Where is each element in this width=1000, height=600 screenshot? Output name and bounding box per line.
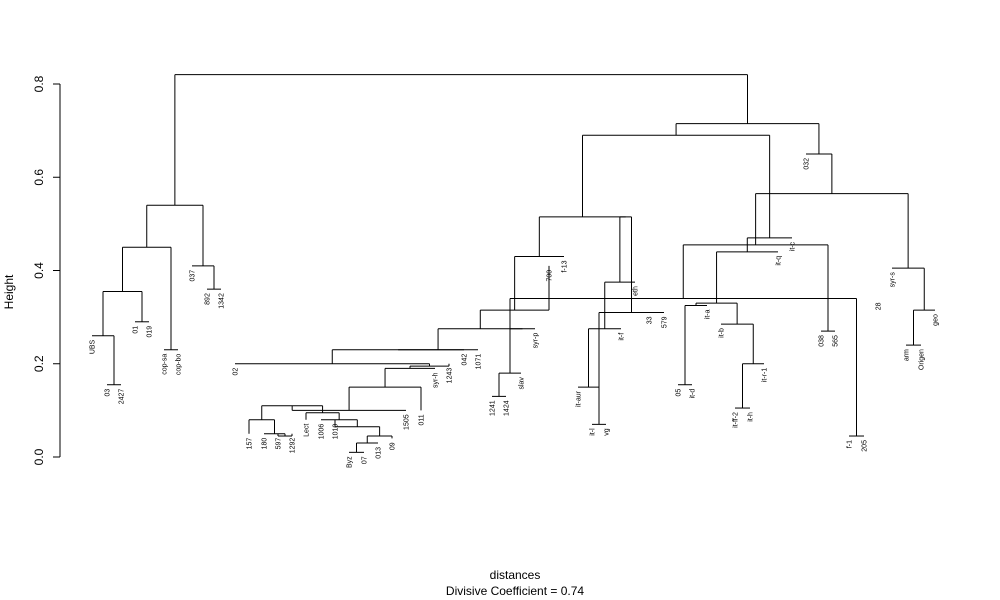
leaf-label: 1505	[404, 414, 411, 430]
leaf-label: 1243	[447, 368, 454, 384]
leaf-label: 019	[147, 326, 154, 338]
y-tick-label: 0.4	[32, 262, 46, 279]
leaf-label: 1006	[319, 424, 326, 440]
leaf-label: it-ff-2	[733, 412, 740, 428]
leaf-label: f-1	[847, 440, 854, 448]
leaf-label: it-h	[748, 412, 755, 422]
y-tick-label: 0.6	[32, 169, 46, 186]
leaf-label: it-f	[619, 333, 626, 341]
leaf-label: eth	[633, 286, 640, 296]
leaf-label: 1424	[504, 400, 511, 416]
leaf-label: 2427	[119, 389, 126, 405]
leaf-label: 02	[233, 368, 240, 376]
y-axis-label: Height	[2, 274, 16, 309]
leaf-label: Byz	[347, 456, 354, 468]
leaf-label: Lect	[304, 424, 311, 437]
y-tick-label: 0.8	[32, 75, 46, 92]
leaf-label: UBS	[90, 339, 97, 354]
leaf-label: 565	[833, 335, 840, 347]
divisive-coefficient-subtitle: Divisive Coefficient = 0.74	[445, 584, 585, 598]
leaf-label: 05	[676, 389, 683, 397]
leaf-label: 042	[462, 354, 469, 366]
leaf-label: 597	[276, 438, 283, 450]
leaf-label: arm	[904, 349, 911, 361]
leaf-label: 032	[804, 158, 811, 170]
leaf-label: it-c	[790, 241, 797, 251]
leaf-label: 013	[376, 447, 383, 459]
x-axis-label: distances	[489, 568, 541, 582]
leaf-labels: UBS 03 2427 01 019 cop-sa cop-bo 037 892 1342 02 15…	[90, 158, 940, 468]
leaf-label: 01	[133, 326, 140, 334]
leaf-label: 1241	[490, 400, 497, 416]
leaf-label: vg	[604, 428, 611, 436]
leaf-label: Origen	[919, 349, 926, 370]
leaf-label: geo	[933, 314, 940, 326]
leaf-label: 09	[390, 442, 397, 450]
leaf-label: it-q	[776, 256, 783, 266]
leaf-label: 038	[819, 335, 826, 347]
leaf-label: 03	[105, 389, 112, 397]
leaf-label: 1292	[290, 438, 297, 454]
leaf-label: 579	[662, 316, 669, 328]
leaf-label: 157	[247, 438, 254, 450]
leaf-label: 1010	[333, 424, 340, 440]
leaf-label: 892	[205, 293, 212, 305]
leaf-label: 180	[262, 438, 269, 450]
leaf-label: 037	[190, 270, 197, 282]
leaf-label: 700	[547, 270, 554, 282]
leaf-label: syr-h	[433, 372, 440, 388]
leaf-label: syr-s	[890, 272, 897, 288]
leaf-label: 28	[876, 302, 883, 310]
leaf-label: it-l	[590, 428, 597, 436]
leaf-label: cop-sa	[162, 354, 169, 375]
leaf-label: cop-bo	[176, 354, 183, 376]
leaf-label: it-r-1	[762, 368, 769, 382]
leaf-label: it-aur	[576, 390, 583, 407]
leaf-label: 33	[647, 316, 654, 324]
leaf-label: syr-p	[533, 333, 540, 349]
leaf-label: it-d	[690, 389, 697, 399]
y-tick-label: 0.0	[32, 448, 46, 465]
y-axis: 0.0 0.2 0.4 0.6 0.8	[32, 75, 61, 465]
dendrogram-tree	[92, 74, 935, 453]
leaf-label: slav	[519, 377, 526, 390]
leaf-label: 205	[862, 440, 869, 452]
leaf-label: 011	[419, 414, 426, 425]
leaf-label: it-a	[705, 309, 712, 319]
leaf-label: f-13	[562, 260, 569, 272]
leaf-label: 07	[362, 456, 369, 464]
leaf-label: 1342	[219, 293, 226, 309]
leaf-label: it-b	[719, 328, 726, 338]
leaf-label: 1071	[476, 354, 483, 370]
y-tick-label: 0.2	[32, 355, 46, 372]
